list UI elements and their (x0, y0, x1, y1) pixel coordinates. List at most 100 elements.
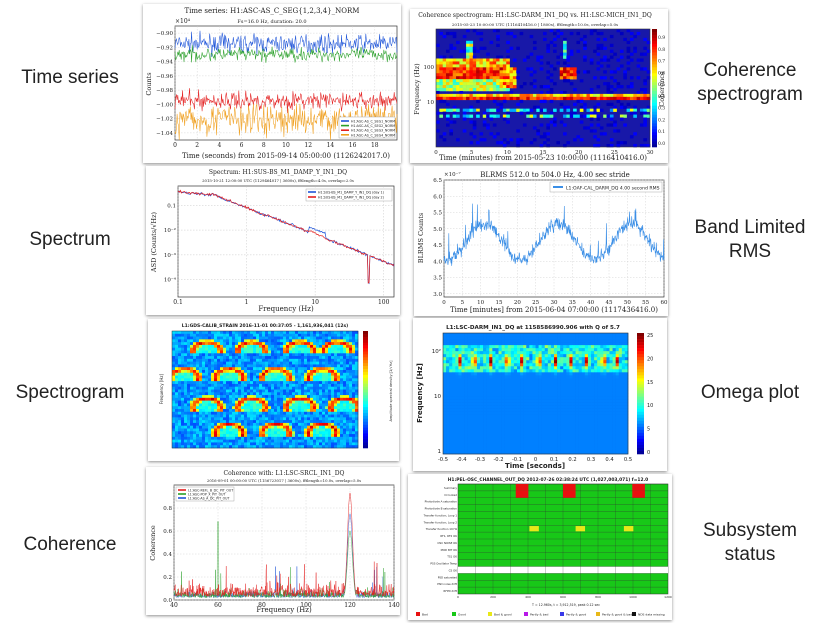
cs-cell (499, 61, 504, 65)
sg-cell (262, 400, 266, 404)
om-cell (550, 378, 555, 382)
om-cell (535, 375, 539, 379)
cs-cell (492, 123, 497, 127)
sg-cell (247, 439, 251, 443)
sg-cell (337, 344, 341, 349)
cs-cell (472, 49, 477, 53)
cs-cell (639, 96, 644, 101)
sg-cell (235, 331, 239, 335)
sg-cell (301, 409, 305, 413)
cs-cell (626, 85, 631, 89)
sg-cell (229, 400, 233, 404)
om-cell (560, 387, 564, 391)
sg-cell (349, 356, 353, 360)
sg-cell (259, 378, 263, 382)
cs-cell (499, 141, 504, 145)
om-cell (621, 369, 626, 373)
sg-cell (307, 347, 311, 351)
sg-cell (217, 367, 221, 371)
sg-cell (355, 431, 359, 435)
cs-cell (563, 123, 567, 127)
sg-cell (220, 347, 224, 351)
om-cell (461, 357, 465, 361)
sg-cell (211, 342, 215, 346)
sg-cell (337, 381, 341, 385)
sg-cell (226, 350, 230, 354)
cs-cell (469, 82, 474, 86)
sg-cell (196, 381, 200, 385)
om-cell (486, 390, 490, 394)
sg-cell (181, 395, 185, 399)
sg-cell (232, 370, 236, 374)
sg-cell (331, 409, 335, 413)
sg-cell (232, 336, 236, 340)
sg-cell (352, 397, 356, 401)
sg-cell (187, 434, 191, 438)
om-cell (498, 387, 502, 391)
om-cell (443, 378, 447, 382)
sg-cell (337, 367, 341, 371)
om-cell (606, 363, 610, 367)
sg-cell (319, 358, 323, 362)
sg-cell (265, 336, 269, 340)
om-cell (492, 333, 496, 337)
cs-cell (629, 37, 634, 42)
sg-cell (244, 400, 248, 404)
om-cell (578, 390, 583, 394)
om-cell (618, 351, 623, 355)
sg-cell (211, 400, 215, 404)
sg-cell (181, 439, 185, 443)
ts-xtick-label: 2 (195, 142, 199, 149)
cs-cell (496, 114, 500, 118)
sg-cell (274, 372, 278, 376)
sg-cell (319, 372, 323, 376)
sg-cell (319, 400, 323, 404)
sg-cell (286, 428, 290, 432)
cs-cell (519, 96, 524, 101)
cs-colorbar-tick: 0.2 (658, 117, 665, 123)
sg-cell (175, 434, 179, 438)
om-cell (520, 384, 524, 388)
om-cell (443, 342, 447, 346)
om-cell (467, 348, 472, 352)
om-cell (473, 336, 478, 340)
om-cell (612, 384, 616, 388)
cs-colorbar-segment (652, 79, 657, 83)
cs-xlabel: Time (minutes) from 2015-05-23 10:00:00 … (439, 154, 647, 162)
sg-cell (172, 417, 176, 421)
om-cell (547, 357, 552, 361)
cs-cell (449, 96, 454, 101)
sg-cell (208, 445, 212, 449)
sg-cell (319, 331, 323, 335)
sg-cell (331, 445, 335, 449)
cs-cell (476, 79, 480, 83)
om-cell (523, 336, 527, 340)
sg-cell (172, 370, 176, 374)
sg-cell (244, 420, 248, 424)
om-cell (495, 360, 499, 364)
sg-cell (292, 386, 296, 390)
om-cell (587, 378, 592, 382)
sg-cell (283, 428, 287, 432)
om-cell (480, 375, 484, 379)
om-cell (476, 345, 481, 349)
sg-cell (190, 358, 194, 362)
om-cell (517, 339, 521, 343)
sg-cell (343, 372, 347, 376)
om-cell (507, 336, 512, 340)
cs-cell (583, 126, 587, 130)
sg-cell (190, 344, 194, 349)
om-cell (467, 360, 472, 364)
cs-cell (522, 93, 527, 98)
sg-cell (172, 439, 176, 443)
om-cell (541, 342, 546, 346)
cs-cell (619, 55, 624, 59)
sg-cell (328, 353, 332, 357)
sg-cell (301, 428, 305, 432)
sg-cell (181, 375, 185, 379)
om-cell (476, 366, 481, 370)
sg-cell (292, 350, 296, 354)
om-cell (538, 333, 542, 337)
om-cell (517, 336, 521, 340)
cs-cell (549, 90, 554, 95)
